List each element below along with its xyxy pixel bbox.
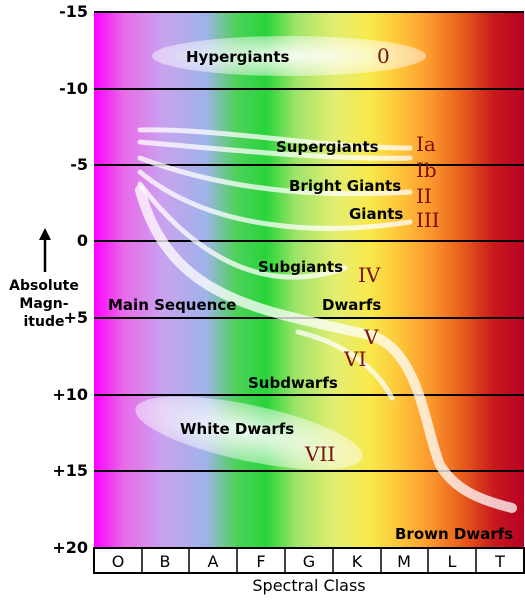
y-tick-label: +5 [63, 308, 88, 327]
y-tick-label: +15 [52, 461, 88, 480]
x-tick-label: O [112, 552, 125, 571]
y-tick-label: 0 [77, 231, 88, 250]
supergiants-label: Supergiants [276, 138, 379, 156]
giants-band [137, 169, 413, 231]
class-ib-label: Ib [416, 158, 437, 182]
x-tick-label: L [448, 552, 457, 571]
bright-giants-band [137, 155, 413, 197]
brown-dwarfs-label: Brown Dwarfs [395, 525, 513, 543]
up-arrow-head-icon [39, 228, 51, 240]
class-vii-label: VII [304, 442, 335, 466]
class-vi-label: VI [343, 347, 366, 371]
dwarfs-label: Dwarfs [322, 296, 381, 314]
y-axis-label-line: Absolute [9, 278, 79, 294]
subgiants-band [137, 181, 348, 280]
subgiants-label: Subgiants [258, 258, 343, 276]
class-numerals: 0 Ia Ib II III IV V VI VII [304, 44, 440, 466]
group-labels: Hypergiants Supergiants Bright Giants Gi… [108, 48, 513, 543]
y-tick-label: -15 [59, 2, 88, 21]
x-tick-label: A [208, 552, 219, 571]
class-iv-label: IV [358, 263, 381, 287]
class-ia-label: Ia [416, 132, 436, 156]
x-tick-label: T [494, 552, 505, 571]
x-tick-label: K [352, 552, 363, 571]
y-axis-label-line: itude [24, 314, 65, 330]
white-dwarfs-region [135, 396, 363, 470]
y-tick-label: +20 [52, 538, 88, 557]
x-axis-title: Spectral Class [252, 576, 365, 595]
class-0-label: 0 [377, 44, 390, 68]
bright-giants-label: Bright Giants [289, 177, 401, 195]
subdwarfs-band [295, 329, 395, 401]
y-tick-label: +10 [52, 385, 88, 404]
luminosity-bands [135, 127, 517, 513]
x-tick-label: F [256, 552, 265, 571]
main-sequence-label: Main Sequence [108, 296, 236, 314]
supergiants-ia-band [137, 127, 413, 151]
x-tick-label: G [303, 552, 315, 571]
y-axis-ticks: -15 -10 -5 0 +5 +10 +15 +20 [52, 2, 88, 557]
x-axis: O B A F G K M L T Spectral Class [93, 547, 525, 595]
class-v-label: V [363, 325, 379, 349]
y-tick-label: -10 [59, 79, 88, 98]
hypergiants-region [152, 36, 426, 76]
white-dwarfs-label: White Dwarfs [180, 420, 294, 438]
class-ii-label: II [416, 184, 432, 208]
supergiants-ib-band [137, 139, 413, 161]
y-axis-label-line: Magn- [19, 296, 68, 312]
class-iii-label: III [416, 208, 440, 232]
x-tick-label: B [160, 552, 171, 571]
x-axis-box [93, 547, 525, 574]
giants-label: Giants [349, 205, 403, 223]
hypergiants-label: Hypergiants [186, 48, 289, 66]
x-tick-label: M [397, 552, 411, 571]
y-axis-label: Absolute Magn- itude [9, 228, 79, 330]
subdwarfs-label: Subdwarfs [248, 374, 338, 392]
y-tick-label: -5 [70, 155, 88, 174]
main-sequence-band [135, 185, 517, 513]
